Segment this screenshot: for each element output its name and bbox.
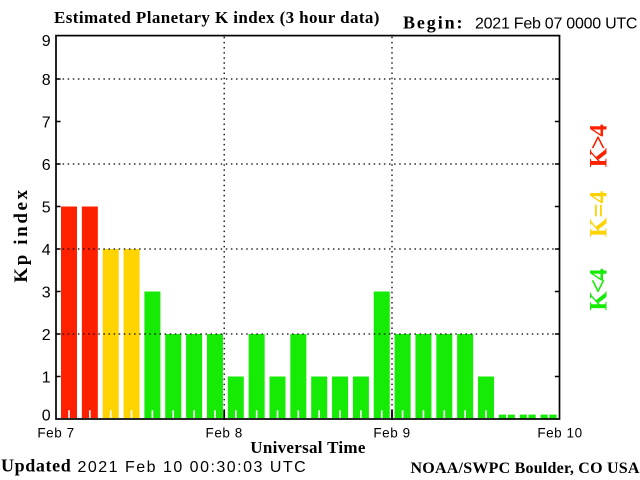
- svg-text:Estimated Planetary K index (3: Estimated Planetary K index (3 hour data…: [54, 8, 380, 27]
- svg-text:NOAA/SWPC Boulder, CO USA: NOAA/SWPC Boulder, CO USA: [411, 460, 640, 477]
- svg-text:K=4: K=4: [586, 190, 613, 237]
- svg-text:2021 Feb 07 0000 UTC: 2021 Feb 07 0000 UTC: [475, 16, 637, 33]
- svg-text:Universal Time: Universal Time: [250, 438, 366, 457]
- svg-text:7: 7: [42, 114, 51, 131]
- svg-text:8: 8: [42, 72, 51, 89]
- svg-text:5: 5: [42, 199, 51, 216]
- svg-text:Feb 9: Feb 9: [373, 425, 410, 440]
- svg-text:Feb 7: Feb 7: [37, 425, 74, 440]
- svg-text:1: 1: [42, 369, 51, 386]
- svg-text:4: 4: [42, 242, 51, 259]
- svg-text:3: 3: [42, 284, 51, 301]
- svg-text:6: 6: [42, 157, 51, 174]
- svg-text:K<4: K<4: [586, 268, 613, 311]
- svg-text:K>4: K>4: [586, 124, 613, 168]
- svg-text:Feb 10: Feb 10: [537, 425, 582, 440]
- svg-text:0: 0: [42, 407, 51, 424]
- svg-text:Begin:: Begin:: [403, 13, 464, 33]
- svg-text:Feb 8: Feb 8: [206, 425, 243, 440]
- svg-text:9: 9: [42, 33, 51, 50]
- svg-text:Updated: Updated: [1, 456, 71, 476]
- svg-text:Kp index: Kp index: [11, 187, 32, 282]
- svg-text:2021 Feb 10 00:30:03 UTC: 2021 Feb 10 00:30:03 UTC: [78, 459, 308, 476]
- svg-text:2: 2: [42, 327, 51, 344]
